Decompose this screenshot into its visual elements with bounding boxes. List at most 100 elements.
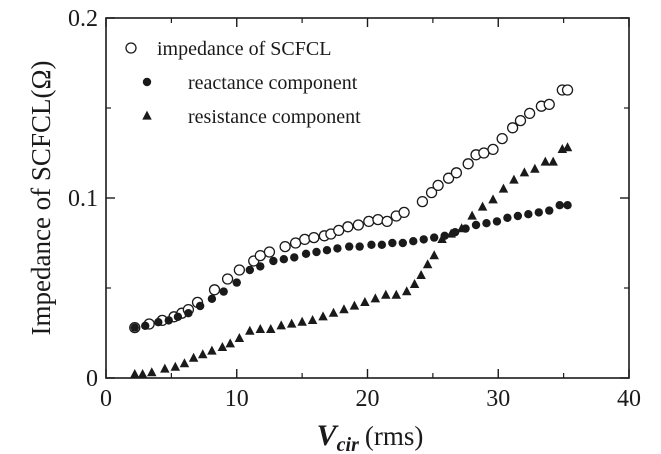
data-point — [355, 242, 364, 251]
data-point — [360, 297, 370, 306]
data-point — [245, 265, 255, 275]
data-point — [184, 309, 193, 318]
data-point — [245, 325, 255, 335]
data-point — [173, 312, 183, 321]
x-axis-label: Vcir (rms) — [317, 419, 424, 454]
x-axis-label-unit: (rms) — [365, 421, 423, 451]
data-point — [290, 253, 299, 262]
data-point — [487, 143, 499, 156]
data-point — [477, 201, 488, 211]
data-point — [450, 167, 463, 179]
x-tick-label: 30 — [486, 386, 510, 412]
data-point — [188, 352, 199, 362]
series-2 — [130, 201, 572, 332]
data-point — [437, 234, 447, 243]
data-point — [207, 345, 217, 355]
data-point — [409, 237, 418, 246]
data-point — [265, 324, 276, 333]
data-point — [219, 287, 228, 296]
data-point — [263, 246, 276, 258]
data-point — [519, 167, 530, 177]
data-point — [179, 358, 190, 368]
data-point — [422, 259, 433, 269]
data-point — [276, 320, 286, 330]
data-point — [342, 221, 354, 233]
data-point — [381, 215, 393, 228]
data-point — [154, 318, 163, 327]
data-point — [164, 316, 173, 325]
x-tick-label: 20 — [356, 386, 380, 412]
data-point — [225, 338, 235, 348]
x-tick-label: 10 — [225, 386, 249, 412]
series-3 — [130, 142, 573, 378]
data-point — [147, 367, 157, 377]
data-point — [352, 219, 364, 231]
data-point — [339, 304, 349, 314]
data-point — [269, 256, 278, 266]
plot-frame — [105, 17, 630, 379]
data-point — [372, 213, 384, 226]
x-tick-label: 0 — [100, 386, 112, 412]
data-point — [170, 361, 181, 371]
data-point — [333, 224, 345, 237]
data-point — [344, 242, 354, 251]
data-point — [416, 270, 426, 279]
data-point — [416, 195, 429, 208]
data-point — [254, 249, 266, 262]
data-point — [509, 174, 519, 184]
data-point — [255, 324, 266, 333]
y-tick-label: 0 — [86, 366, 98, 392]
data-point — [388, 238, 397, 248]
data-point — [363, 215, 375, 228]
data-point — [462, 158, 474, 170]
data-point — [130, 369, 140, 378]
data-point — [401, 286, 412, 296]
data-point — [563, 201, 572, 210]
data-point — [137, 369, 148, 378]
data-point — [492, 217, 502, 226]
legend-marker — [125, 42, 137, 54]
data-point — [524, 210, 533, 219]
data-point — [130, 323, 139, 332]
y-tick-label: 0.1 — [68, 186, 98, 212]
data-point — [381, 289, 391, 299]
data-points — [129, 84, 574, 378]
y-axis-label: Impedance of SCFCL(Ω) — [26, 60, 56, 335]
data-point — [221, 273, 234, 285]
data-point — [432, 179, 444, 192]
data-point — [141, 321, 150, 330]
data-point — [299, 233, 311, 246]
data-point — [446, 228, 456, 238]
legend-label: reactance component — [188, 72, 358, 94]
data-point — [207, 294, 217, 303]
data-point — [419, 235, 428, 244]
data-point — [307, 315, 318, 324]
data-point — [256, 262, 265, 271]
x-axis-label-variable: V — [317, 419, 340, 452]
data-point — [545, 206, 554, 215]
data-point — [198, 349, 208, 359]
data-point — [482, 219, 491, 228]
data-point — [398, 206, 410, 219]
data-point — [478, 147, 490, 159]
legend-marker — [142, 77, 152, 87]
data-point — [160, 363, 170, 373]
data-point — [377, 240, 387, 249]
data-point — [312, 247, 321, 257]
data-point — [555, 201, 564, 210]
data-point — [488, 194, 498, 204]
data-point — [208, 284, 221, 296]
data-point — [217, 342, 228, 351]
data-point — [367, 240, 376, 249]
x-tick-label: 40 — [617, 386, 641, 412]
data-point — [442, 172, 455, 184]
data-point — [322, 246, 332, 255]
data-point — [496, 132, 508, 145]
legend-marker — [142, 110, 152, 120]
data-point — [467, 210, 477, 220]
series-1 — [129, 84, 574, 334]
data-point — [506, 122, 519, 134]
y-tick-label: 0.2 — [68, 6, 98, 32]
data-point — [534, 208, 543, 217]
